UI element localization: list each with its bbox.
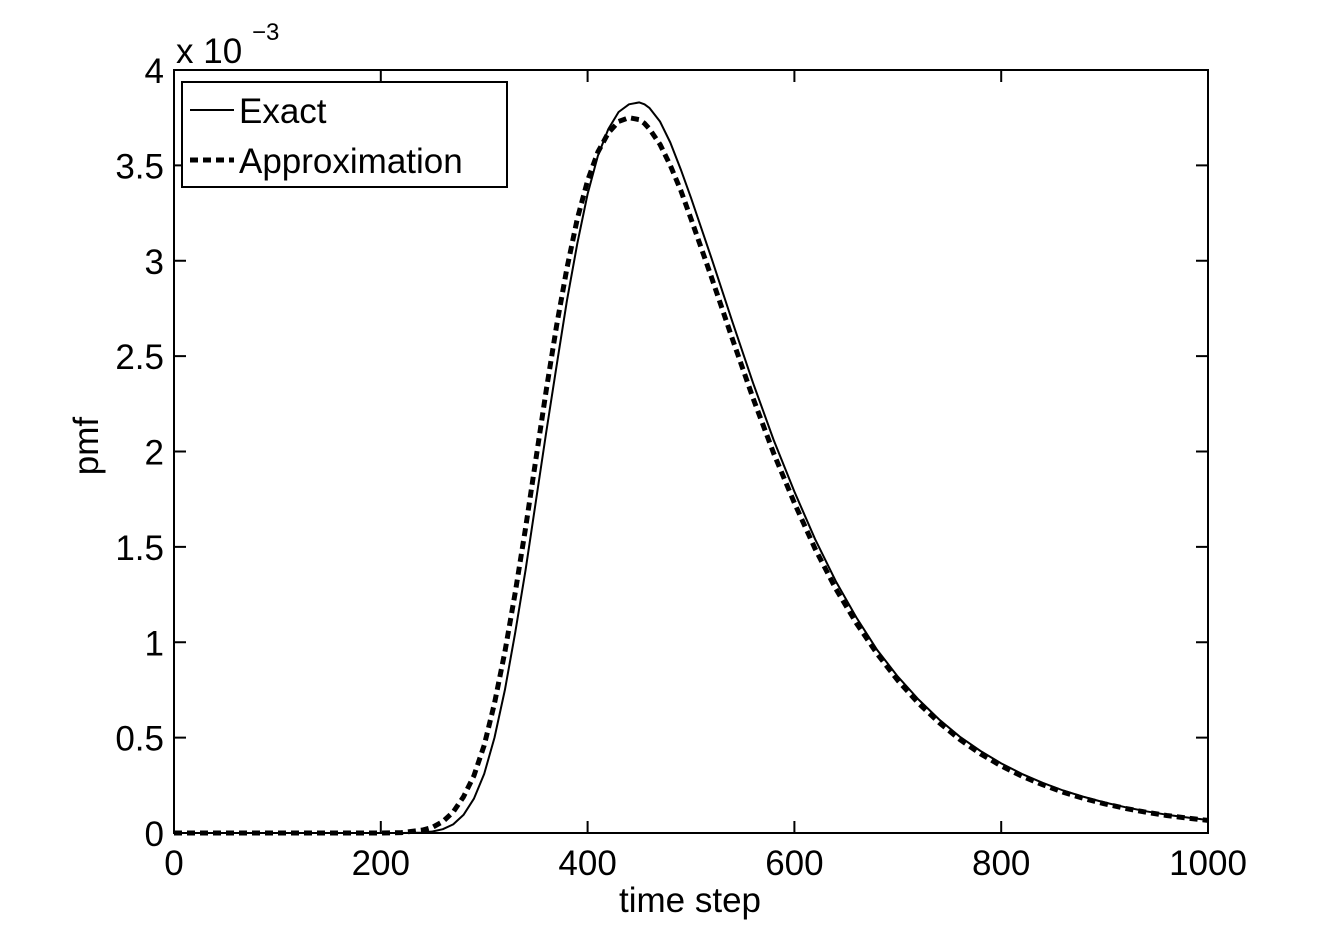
- x-axis-label: time step: [619, 881, 761, 920]
- x-axis: 0 200 400 600 800 1000: [164, 70, 1247, 883]
- y-tick-label: 2: [145, 434, 164, 473]
- x-tick-label: 400: [558, 844, 616, 883]
- legend-label-approximation: Approximation: [239, 142, 463, 181]
- series-line-approximation: [174, 115, 1209, 836]
- legend-box: [181, 81, 508, 188]
- series-layer: [174, 101, 1209, 836]
- y-tick-label: 3: [145, 243, 164, 282]
- y-tick-label: 3.5: [115, 147, 164, 186]
- x-tick-label: 200: [352, 844, 410, 883]
- y-axis: 0 0.5 1 1.5 2 2.5 3 3.5 4: [115, 52, 1208, 854]
- y-axis-label: pmf: [67, 417, 106, 476]
- legend: Exact Approximation: [181, 81, 508, 188]
- x-tick-label: 800: [972, 844, 1030, 883]
- legend-label-exact: Exact: [239, 92, 327, 131]
- y-exponent-base: x 10: [176, 32, 242, 71]
- y-exponent-power: −3: [252, 19, 279, 46]
- y-tick-label: 2.5: [115, 338, 164, 377]
- y-tick-label: 1.5: [115, 529, 164, 568]
- x-tick-label: 600: [765, 844, 823, 883]
- y-tick-label: 4: [145, 52, 164, 91]
- y-tick-label: 0.5: [115, 720, 164, 759]
- x-tick-label: 0: [164, 844, 183, 883]
- plot-area-frame: [173, 69, 1209, 834]
- y-tick-label: 1: [145, 624, 164, 663]
- x-tick-label: 1000: [1169, 844, 1247, 883]
- y-tick-label: 0: [145, 815, 164, 854]
